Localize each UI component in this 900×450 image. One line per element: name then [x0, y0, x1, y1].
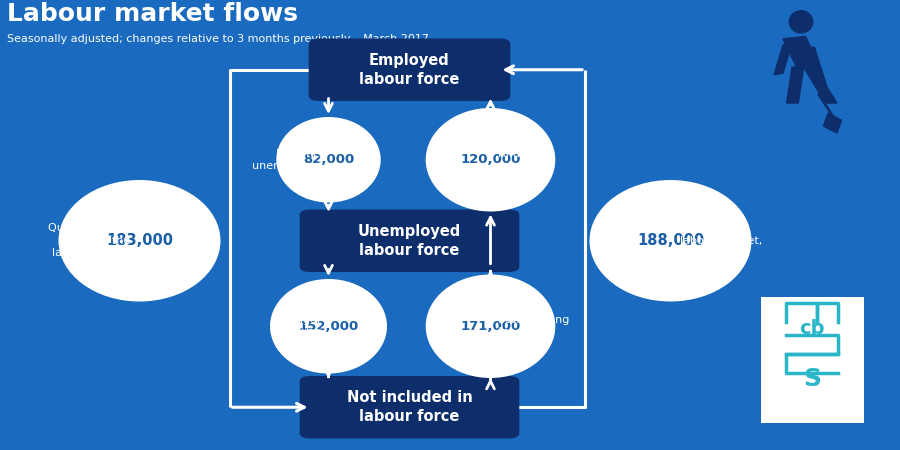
- FancyBboxPatch shape: [300, 210, 519, 272]
- Text: Labour market flows: Labour market flows: [7, 2, 298, 26]
- Text: 188,000: 188,000: [637, 233, 704, 248]
- FancyBboxPatch shape: [309, 39, 510, 101]
- Text: Employed
labour force: Employed labour force: [359, 53, 460, 87]
- Text: Seasonally adjusted; changes relative to 3 months previously – March 2017: Seasonally adjusted; changes relative to…: [7, 34, 429, 44]
- FancyBboxPatch shape: [300, 376, 519, 438]
- Text: Start looking
for work: Start looking for work: [498, 315, 569, 338]
- Text: 120,000: 120,000: [460, 153, 521, 166]
- Text: Unemployed
labour force: Unemployed labour force: [358, 224, 461, 258]
- Text: 183,000: 183,000: [106, 233, 173, 248]
- Ellipse shape: [590, 180, 752, 302]
- Ellipse shape: [426, 108, 555, 212]
- Text: Are no
longer
looking
for work: Are no longer looking for work: [275, 303, 321, 350]
- Text: Join the
labour market,
find a job: Join the labour market, find a job: [680, 223, 761, 258]
- Text: Find
a job: Find a job: [498, 148, 525, 171]
- Ellipse shape: [276, 117, 381, 202]
- Text: 152,000: 152,000: [299, 320, 358, 333]
- Text: Not included in
labour force: Not included in labour force: [346, 390, 472, 424]
- Ellipse shape: [426, 274, 555, 378]
- Text: Quit their jobs,
leave the
labour market: Quit their jobs, leave the labour market: [48, 223, 130, 258]
- Text: 171,000: 171,000: [461, 320, 520, 333]
- Ellipse shape: [270, 279, 387, 374]
- Text: Become
unemployed: Become unemployed: [252, 148, 321, 171]
- Ellipse shape: [58, 180, 220, 302]
- Text: 82,000: 82,000: [303, 153, 354, 166]
